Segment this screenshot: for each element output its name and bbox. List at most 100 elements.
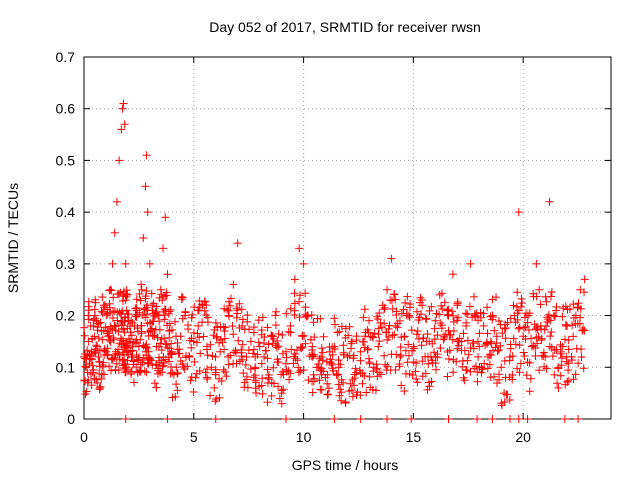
data-point [404, 340, 413, 349]
data-point [547, 328, 556, 337]
data-point [274, 342, 283, 351]
data-point [556, 347, 565, 356]
data-point [359, 313, 368, 322]
data-point [515, 368, 524, 377]
data-point [277, 399, 286, 408]
y-tick-label: 0.5 [56, 152, 76, 168]
data-point [166, 350, 175, 359]
data-point [109, 333, 118, 342]
data-point [135, 289, 144, 298]
data-point [111, 322, 120, 331]
data-point [448, 270, 457, 279]
data-point [497, 363, 506, 372]
data-point [271, 311, 280, 320]
data-point [511, 318, 520, 327]
data-point [437, 324, 446, 333]
data-point [356, 356, 365, 365]
x-tick-label: 15 [406, 429, 422, 445]
data-point [537, 336, 546, 345]
data-point [479, 309, 488, 318]
data-point [526, 374, 535, 383]
data-point [227, 294, 236, 303]
data-point [341, 324, 350, 333]
data-point [111, 349, 120, 358]
data-point [400, 332, 409, 341]
data-point [489, 372, 498, 381]
data-point [178, 314, 187, 323]
data-point [219, 365, 228, 374]
data-point [520, 352, 529, 361]
data-point [290, 310, 299, 319]
data-point [285, 375, 294, 384]
data-point [375, 368, 384, 377]
y-axis-label: SRMTID / TECUs [5, 183, 21, 293]
data-point [251, 364, 260, 373]
data-point [263, 323, 272, 332]
data-point [235, 299, 244, 308]
data-point [211, 352, 220, 361]
data-point [278, 330, 287, 339]
data-point [147, 324, 156, 333]
data-point [485, 360, 494, 369]
data-point [492, 332, 501, 341]
data-point [300, 331, 309, 340]
data-point [494, 317, 503, 326]
data-point [308, 352, 317, 361]
data-point [547, 287, 556, 296]
data-point [282, 309, 291, 318]
data-point [493, 379, 502, 388]
data-point [423, 352, 432, 361]
data-point [454, 341, 463, 350]
data-point [243, 383, 252, 392]
data-point [171, 317, 180, 326]
data-point [462, 365, 471, 374]
data-point [324, 384, 333, 393]
data-point [165, 333, 174, 342]
data-point [380, 319, 389, 328]
data-point [460, 346, 469, 355]
data-point [580, 275, 589, 284]
data-point [416, 293, 425, 302]
data-point [108, 259, 117, 268]
data-point [365, 316, 374, 325]
data-point [258, 374, 267, 383]
data-point [301, 339, 310, 348]
data-point [455, 334, 464, 343]
data-point [344, 331, 353, 340]
data-point [217, 376, 226, 385]
data-point [246, 337, 255, 346]
data-point [199, 332, 208, 341]
data-point [465, 302, 474, 311]
chart-title: Day 052 of 2017, SRMTID for receiver rws… [209, 19, 481, 35]
data-point [96, 318, 105, 327]
data-point [537, 324, 546, 333]
data-point [477, 363, 486, 372]
data-point [349, 354, 358, 363]
data-point [578, 326, 587, 335]
data-point [493, 346, 502, 355]
data-point [103, 344, 112, 353]
data-point [392, 350, 401, 359]
data-point [158, 296, 167, 305]
data-point [307, 311, 316, 320]
data-point [545, 342, 554, 351]
data-point [96, 382, 105, 391]
data-point [101, 323, 110, 332]
data-point [432, 309, 441, 318]
data-point [468, 338, 477, 347]
data-point [216, 347, 225, 356]
data-point [90, 332, 99, 341]
data-point [501, 323, 510, 332]
data-point [506, 344, 515, 353]
data-point [433, 350, 442, 359]
data-point [350, 374, 359, 383]
data-point [211, 397, 220, 406]
data-point [544, 315, 553, 324]
data-point [444, 415, 453, 423]
data-point [178, 293, 187, 302]
data-point [99, 326, 108, 335]
data-point [215, 393, 224, 402]
data-point [269, 379, 278, 388]
data-point [562, 357, 571, 366]
data-point [241, 360, 250, 369]
